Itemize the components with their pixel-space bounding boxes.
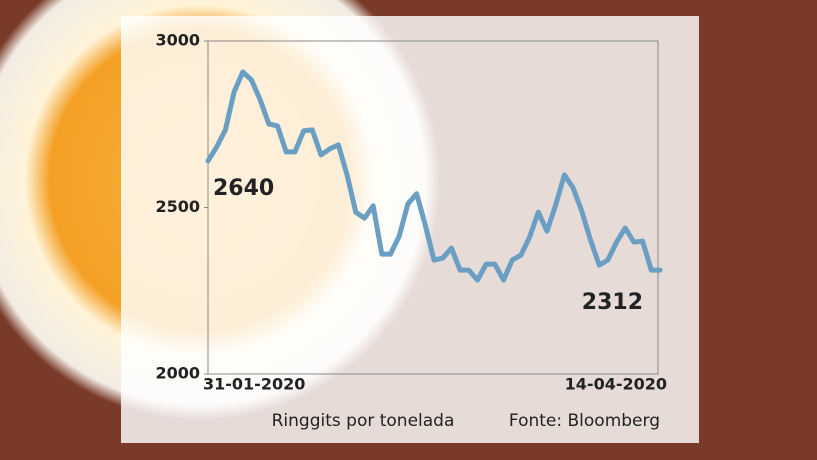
source: Fonte: Bloomberg xyxy=(509,411,660,431)
data-label: 2312 xyxy=(582,290,643,315)
x-tick-label: 14-04-2020 xyxy=(565,375,667,394)
y-tick-label: 2500 xyxy=(155,197,200,216)
y-tick-label: 2000 xyxy=(155,364,200,383)
line xyxy=(205,69,663,283)
panel xyxy=(121,16,699,443)
y-tick-label: 3000 xyxy=(155,31,200,50)
y-axis-label: Ringgits por tonelada xyxy=(272,411,455,431)
data-label: 2640 xyxy=(213,176,274,201)
x-tick-label: 31-01-2020 xyxy=(203,375,305,394)
